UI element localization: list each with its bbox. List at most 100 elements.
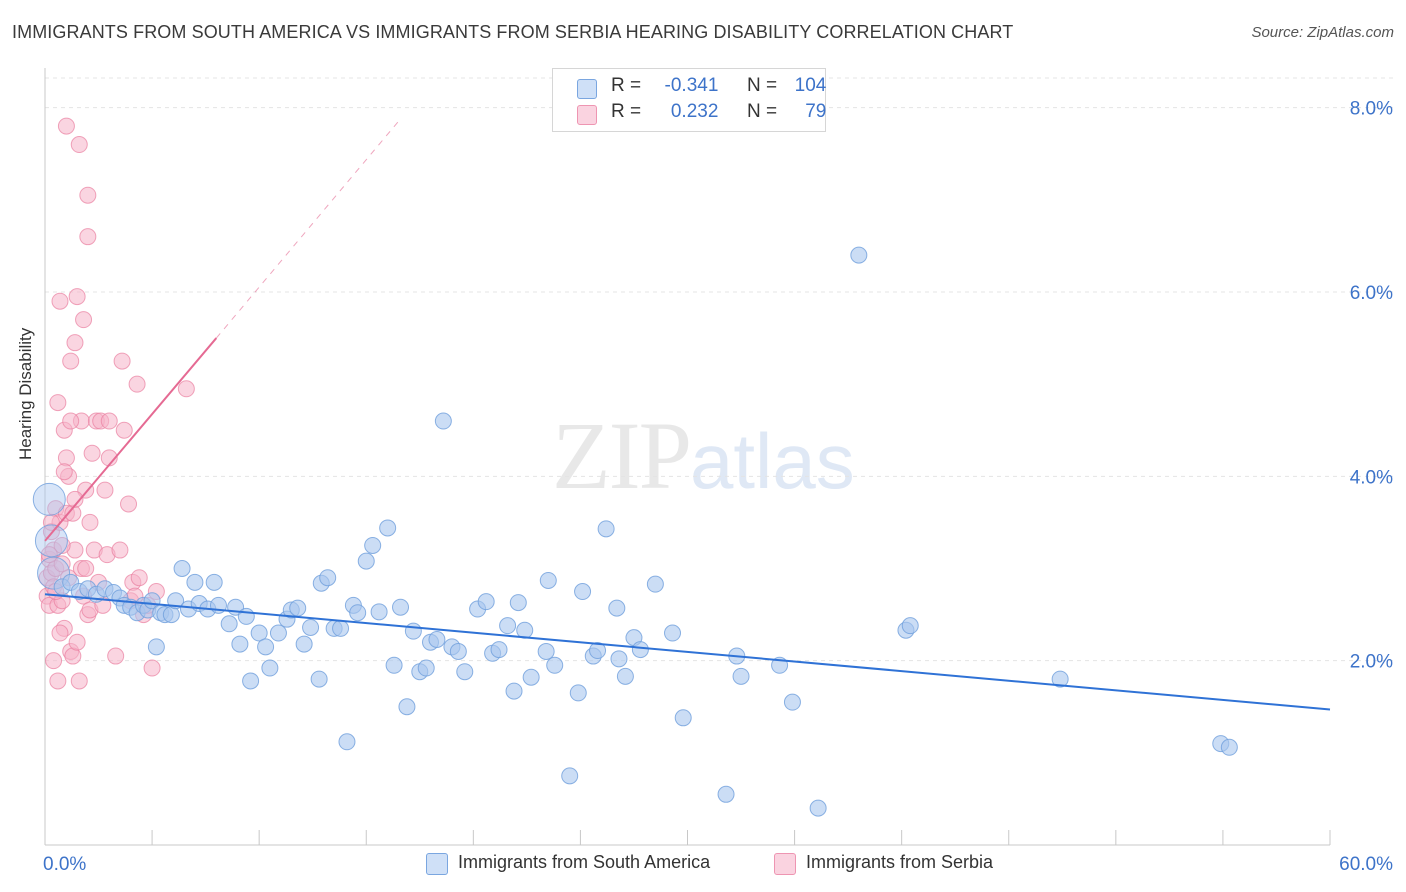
south-america-point (338, 733, 356, 751)
serbia-point (51, 624, 69, 642)
south-america-point (477, 593, 495, 611)
serbia-point (70, 672, 88, 690)
y-tick-label: 4.0% (1350, 467, 1393, 488)
south-america-point (186, 573, 204, 591)
serbia-point (120, 495, 138, 513)
south-america-point (392, 598, 410, 616)
r-label: R = (611, 101, 642, 122)
south-america-point (537, 642, 555, 660)
y-tick-label: 8.0% (1350, 99, 1393, 120)
serbia-point (49, 672, 67, 690)
south-america-point (364, 536, 382, 554)
south-america-point (404, 622, 422, 640)
bottom-legend-label: Immigrants from South America (458, 852, 711, 872)
south-america-point (349, 604, 367, 622)
serbia-point (83, 444, 101, 462)
south-america-point (1220, 738, 1238, 756)
south-america-point (522, 668, 540, 686)
serbia-point (143, 659, 161, 677)
chart-title: IMMIGRANTS FROM SOUTH AMERICA VS IMMIGRA… (12, 22, 1014, 42)
south-america-point (608, 599, 626, 617)
serbia-trendline-extension (215, 121, 399, 339)
serbia-point (53, 555, 71, 573)
serbia-point (79, 186, 97, 204)
south-america-point (370, 603, 388, 621)
y-axis-title: Hearing Disability (16, 327, 35, 460)
south-america-point (434, 412, 452, 430)
serbia-point (70, 136, 88, 154)
zipatlas-watermark: ZIPatlas (552, 400, 855, 511)
south-america-point (32, 482, 66, 516)
south-america-point (428, 630, 446, 648)
serbia-point (130, 569, 148, 587)
serbia-point (53, 536, 71, 554)
legend-swatch-south-america (577, 79, 597, 99)
serbia-point (62, 412, 80, 430)
south-america-point (717, 785, 735, 803)
south-america-point (616, 667, 634, 685)
south-america-point (231, 635, 249, 653)
south-america-point (809, 799, 827, 817)
south-america-point (34, 524, 68, 558)
south-america-point (589, 642, 607, 660)
serbia-point (51, 292, 69, 310)
serbia-point (96, 481, 114, 499)
south-america-point (398, 698, 416, 716)
south-america-point (173, 559, 191, 577)
r-label: R = (611, 75, 642, 96)
serbia-point (68, 633, 86, 651)
south-america-point (783, 693, 801, 711)
r-value: 0.232 (670, 101, 719, 122)
bottom-legend-label: Immigrants from Serbia (806, 852, 994, 872)
south-america-trendline (44, 593, 1331, 711)
watermark-atlas: atlas (690, 417, 855, 505)
x-tick-label: 60.0% (1339, 854, 1393, 875)
south-america-point (610, 650, 628, 668)
serbia-point (113, 352, 131, 370)
correlation-legend: R = -0.341 N = 104 R = 0.232 N = 79 (552, 68, 826, 132)
serbia-point (49, 394, 67, 412)
south-america-point (269, 624, 287, 642)
south-america-point (379, 519, 397, 537)
bottom-legend-swatch-serbia (774, 853, 796, 875)
south-america-point (220, 615, 238, 633)
serbia-point (107, 647, 125, 665)
south-america-point (1051, 670, 1069, 688)
serbia-point (128, 375, 146, 393)
serbia-point (45, 652, 63, 670)
south-america-point (561, 767, 579, 785)
serbia-point (77, 559, 95, 577)
source-label: Source: ZipAtlas.com (1251, 24, 1394, 41)
south-america-point (147, 638, 165, 656)
serbia-point (66, 490, 84, 508)
south-america-point (295, 635, 313, 653)
south-america-point (509, 594, 527, 612)
south-america-point (850, 246, 868, 264)
south-america-point (242, 672, 260, 690)
legend-row-text: R = 0.232 N = 79 (611, 101, 826, 123)
south-america-point (490, 641, 508, 659)
south-america-point (574, 583, 592, 601)
south-america-point (205, 573, 223, 591)
south-america-point (449, 642, 467, 660)
serbia-point (75, 311, 93, 329)
serbia-point (66, 334, 84, 352)
south-america-point (456, 663, 474, 681)
south-america-point (319, 569, 337, 587)
n-label: N = (746, 75, 778, 96)
n-value: 79 (805, 101, 827, 122)
south-america-point (250, 624, 268, 642)
south-america-point (674, 709, 692, 727)
n-label: N = (746, 101, 778, 122)
south-america-point (597, 520, 615, 538)
south-america-point (505, 682, 523, 700)
south-america-point (302, 618, 320, 636)
south-america-point (332, 619, 350, 637)
south-america-point (385, 656, 403, 674)
serbia-point (68, 288, 86, 306)
south-america-point (261, 659, 279, 677)
serbia-point (100, 412, 118, 430)
south-america-point (310, 670, 328, 688)
south-america-point (646, 575, 664, 593)
south-america-point (901, 617, 919, 635)
